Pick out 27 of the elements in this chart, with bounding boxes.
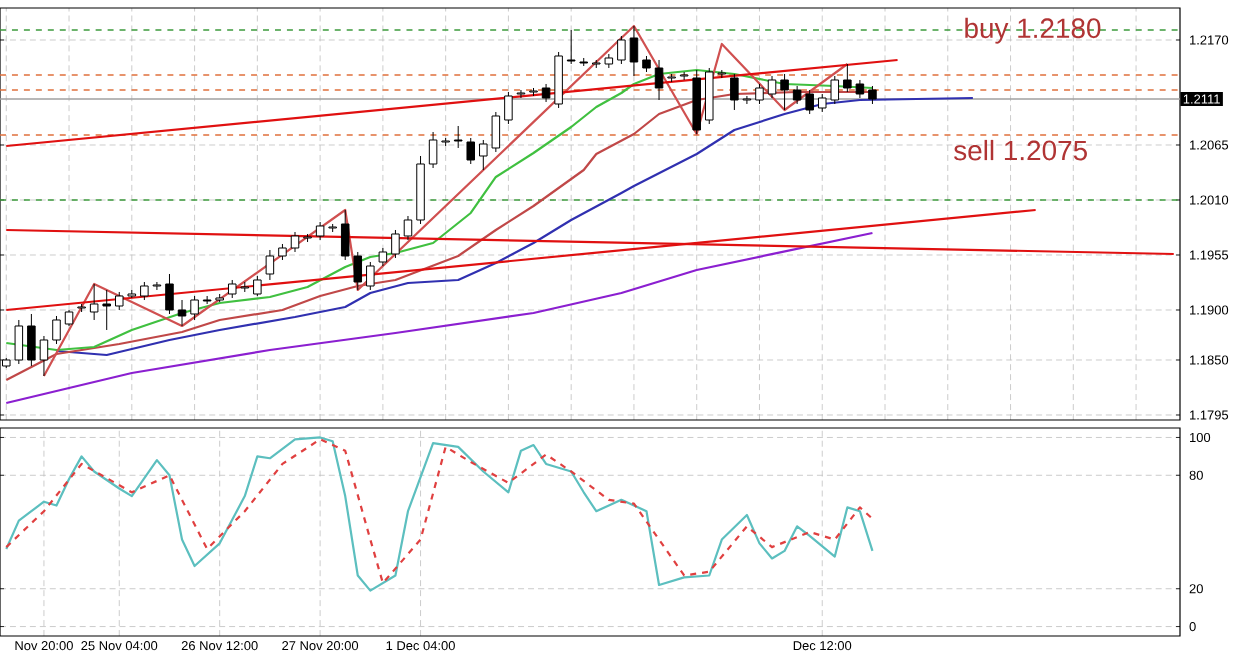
line-series	[5, 68, 874, 352]
candlestick	[165, 273, 174, 315]
candlestick	[504, 91, 513, 125]
annotation: buy 1.2180	[965, 17, 1101, 44]
line-series	[5, 231, 874, 405]
candlestick	[265, 249, 275, 281]
candlestick	[755, 83, 764, 105]
candlestick	[767, 75, 777, 99]
candlestick	[617, 35, 626, 65]
candlestick	[52, 315, 61, 345]
candlestick	[253, 275, 262, 297]
candlestick	[290, 231, 300, 253]
candlestick	[39, 335, 49, 377]
candlestick	[654, 59, 664, 101]
candlestick	[403, 215, 413, 241]
candlestick	[27, 313, 36, 367]
annotation: sell 1.2075	[954, 139, 1087, 161]
candlestick	[780, 73, 789, 111]
candlestick	[190, 295, 199, 321]
candlestick	[366, 261, 375, 291]
candlestick	[629, 25, 639, 77]
candlestick	[554, 51, 563, 109]
line-series	[42, 24, 849, 378]
candlestick	[679, 71, 689, 81]
candlestick	[516, 89, 526, 99]
candlestick	[177, 299, 187, 327]
candlestick	[391, 229, 400, 259]
